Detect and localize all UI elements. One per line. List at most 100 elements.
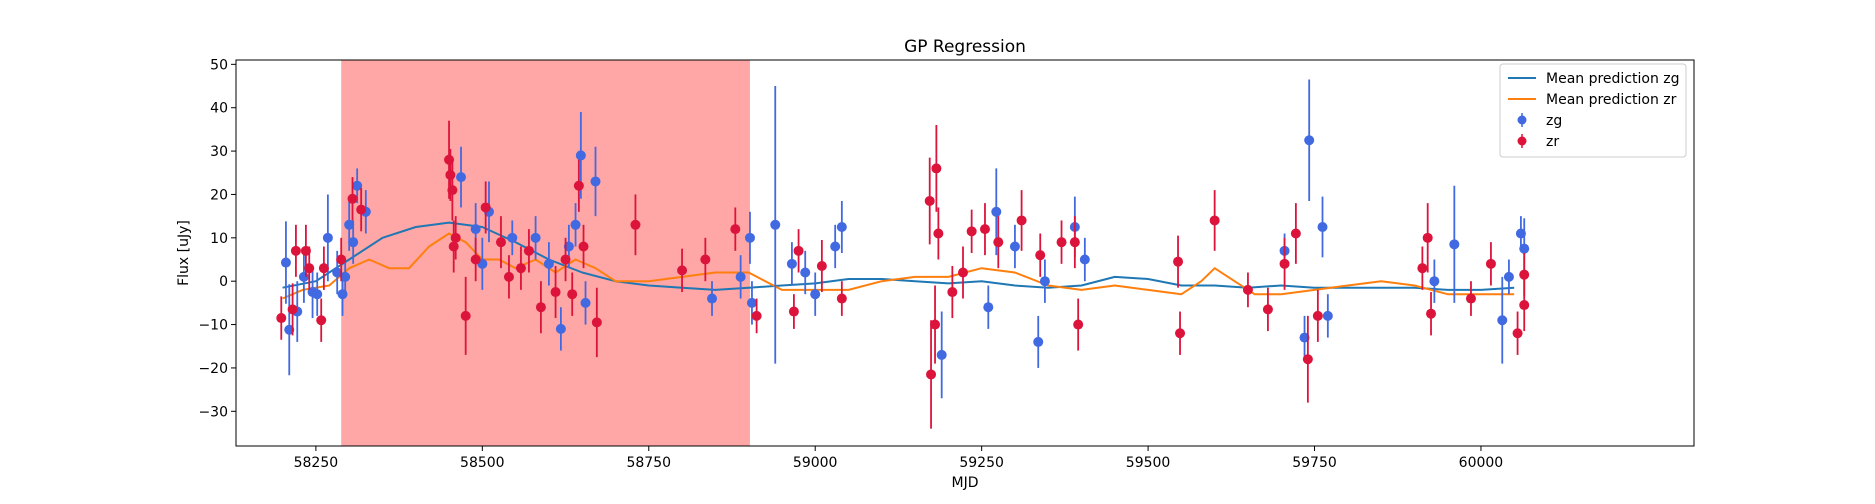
point-marker [931,163,942,174]
point-marker [535,302,546,313]
data-point-zr [1262,287,1273,332]
data-point-zr [470,237,481,282]
data-point-zr [1069,216,1080,269]
legend-zg-marker [1517,115,1527,125]
x-tick-label: 58250 [294,455,339,471]
point-marker [543,258,554,269]
data-point-zr [460,276,471,355]
x-tick-label: 59500 [1126,455,1171,471]
data-point-zr [947,266,958,319]
data-point-zr [290,224,301,277]
data-point-zr [788,294,799,329]
y-tick-label: 50 [210,57,228,73]
data-point-zr [567,272,578,316]
point-marker [979,224,990,235]
data-point-zr [578,224,589,269]
point-marker [770,219,781,230]
data-point-zr [933,207,944,260]
legend-zg-label: zg [1546,113,1562,129]
x-tick-label: 59250 [959,455,1004,471]
data-point-zr [503,255,514,299]
point-marker [788,306,799,317]
point-marker [1033,336,1044,347]
data-point-zr [930,285,941,364]
data-point-zr [1312,289,1323,342]
point-marker [591,317,602,328]
point-marker [1317,221,1328,232]
point-marker [1417,263,1428,274]
data-point-zr [958,246,969,299]
point-marker [312,289,323,300]
data-point-zr [993,216,1004,269]
point-marker [1426,308,1437,319]
point-marker [332,267,343,278]
point-marker [1429,276,1440,287]
point-marker [1056,237,1067,248]
data-point-zr [1279,237,1290,290]
point-marker [1519,269,1530,280]
series-line-zg [282,221,1515,291]
point-marker [1290,228,1301,239]
point-marker [447,185,458,196]
data-point-zr [1422,203,1433,273]
data-point-zr [730,207,741,251]
y-tick-label: 40 [210,101,228,117]
point-marker [1465,293,1476,304]
point-marker [450,232,461,243]
point-marker [947,287,958,298]
legend: Mean prediction zg Mean prediction zr zg… [1499,63,1687,158]
point-marker [456,172,467,183]
point-marker [322,232,333,243]
legend-box [1499,63,1687,158]
point-marker [555,323,566,334]
data-point-zr [931,125,942,212]
point-marker [730,224,741,235]
point-marker [958,267,969,278]
x-axis-label: MJD [952,475,979,491]
point-marker [1175,328,1186,339]
point-marker [1449,239,1460,250]
data-point-zr [515,246,526,290]
x-tick-label: 58750 [626,455,671,471]
data-point-zr [276,296,287,340]
y-tick-label: 20 [210,187,228,203]
point-marker [735,271,746,282]
legend-zg-line-label: Mean prediction zg [1546,71,1680,87]
point-marker [1322,310,1333,321]
y-tick-label: 10 [210,231,228,247]
point-marker [507,232,518,243]
point-marker [336,254,347,265]
y-tick-label: 0 [219,274,228,290]
data-point-zg [810,272,821,316]
point-marker [1009,241,1020,252]
point-marker [1073,319,1084,330]
point-marker [560,254,571,265]
data-point-zr [966,209,977,253]
data-point-zg [936,311,947,399]
point-marker [460,310,471,321]
point-marker [567,289,578,300]
data-point-zg [1039,259,1050,303]
point-marker [356,204,367,215]
data-point-zg [1317,196,1328,258]
point-marker [590,176,601,187]
point-marker [347,193,358,204]
point-marker [1304,135,1315,146]
data-point-zg [770,86,781,364]
data-point-zg [1304,79,1315,201]
point-marker [495,237,506,248]
point-marker [316,315,327,326]
data-point-zg [580,281,591,325]
data-point-zr [1209,190,1220,251]
data-point-zr [495,216,506,269]
point-marker [523,245,534,256]
point-marker [348,237,359,248]
data-point-zr [336,237,347,282]
legend-zr-marker [1517,136,1527,146]
data-point-zr [1073,298,1084,351]
point-marker [966,226,977,237]
chart-title: GP Regression [904,37,1026,57]
y-tick-label: −10 [198,318,228,334]
point-marker [448,241,459,252]
